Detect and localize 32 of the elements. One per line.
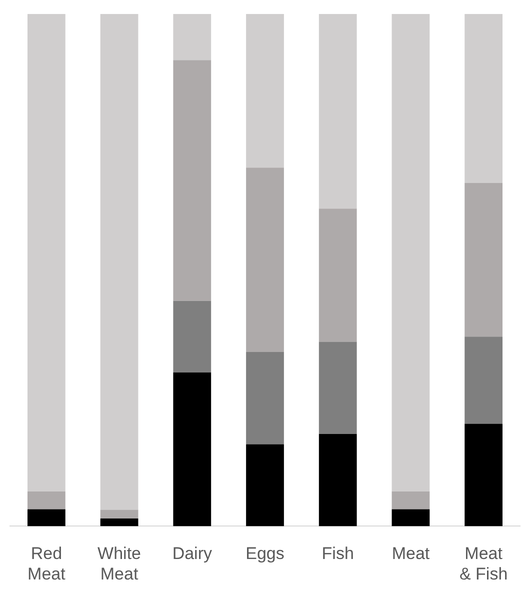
bar <box>173 14 212 60</box>
bar <box>27 491 66 510</box>
bar <box>464 14 503 184</box>
bar <box>246 14 284 168</box>
bar <box>464 424 503 526</box>
bar <box>27 509 66 526</box>
x-tick-label: Red Meat <box>28 544 66 584</box>
x-tick-label: Meat & Fish <box>459 544 508 584</box>
bar <box>173 60 212 301</box>
x-tick-label: White Meat <box>98 544 142 584</box>
bar <box>392 14 430 492</box>
bar <box>392 509 430 526</box>
bar <box>100 14 138 510</box>
bar <box>246 352 284 444</box>
bar <box>246 444 284 526</box>
x-tick-label: Dairy <box>172 544 212 564</box>
bar <box>464 336 503 424</box>
bar <box>318 14 357 209</box>
bar <box>318 434 357 526</box>
x-tick-label: Meat <box>392 544 430 564</box>
bar <box>464 183 503 337</box>
bar <box>318 208 357 342</box>
bar <box>100 510 138 519</box>
bar <box>246 168 284 352</box>
bar <box>392 491 430 510</box>
bar <box>318 342 357 434</box>
x-tick-label: Eggs <box>246 544 284 564</box>
bar <box>100 518 138 526</box>
x-tick-label: Fish <box>322 544 354 564</box>
bar <box>173 300 212 373</box>
bar <box>173 372 212 526</box>
bar <box>27 14 66 492</box>
